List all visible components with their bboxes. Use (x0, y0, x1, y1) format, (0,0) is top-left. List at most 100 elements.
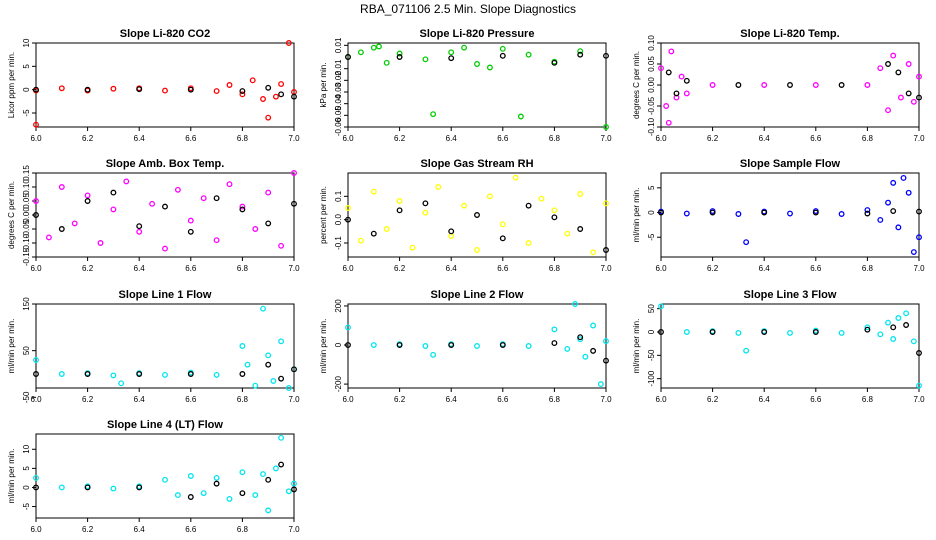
reference-point (136, 86, 143, 93)
data-point (187, 217, 194, 224)
y-tick-label: -0.15 (22, 247, 31, 266)
y-tick-label: -200 (334, 376, 343, 393)
data-point (110, 206, 117, 213)
reference-point (84, 198, 91, 204)
data-point (213, 88, 220, 95)
x-tick-label: 6.2 (707, 134, 719, 143)
panel-line1: Slope Line 1 Flow 6.0 6.2 6.4 6.6 6.8 7.0 150 50… (7, 289, 300, 404)
data-point (260, 305, 266, 312)
reference-point (448, 342, 455, 348)
reference-point (396, 54, 403, 60)
data-point (877, 331, 884, 338)
data-point (226, 181, 233, 188)
data-point (905, 189, 912, 196)
data-point (136, 228, 143, 235)
x-tick-label: 6.0 (655, 395, 667, 404)
y-axis-label: ml/min per min. (7, 449, 16, 504)
panel-rh: Slope Gas Stream RH 6.0 6.2 6.4 6.6 6.8 7.0 0.1… (319, 158, 612, 273)
y-tick-label: -50 (647, 349, 656, 361)
data-point (265, 114, 272, 121)
x-tick-label: 6.8 (862, 395, 874, 404)
reference-point (895, 69, 902, 76)
data-point (383, 226, 390, 232)
data-point (761, 82, 768, 88)
data-point (84, 192, 91, 199)
x-tick-label: 6.6 (810, 134, 822, 143)
data-point (743, 347, 750, 354)
y-axis-label: degrees C per min. (632, 51, 641, 119)
panel-title: Slope Li-820 Pressure (420, 28, 535, 40)
x-tick-label: 6.6 (185, 525, 197, 534)
x-tick-label: 6.6 (810, 395, 822, 404)
reference-point (665, 69, 672, 76)
y-tick-label: 10 (22, 38, 31, 47)
reference-point (110, 189, 117, 196)
data-point (357, 237, 364, 244)
x-tick-label: 7.0 (600, 134, 612, 143)
data-point (272, 93, 279, 100)
data-point (658, 303, 664, 310)
data-point (45, 234, 52, 241)
reference-point (658, 209, 664, 216)
reference-point (265, 476, 272, 483)
panel-title: Slope Line 3 Flow (744, 289, 837, 301)
x-tick-label: 6.2 (707, 264, 719, 273)
reference-point (590, 347, 597, 354)
reference-point (33, 212, 39, 218)
reference-point (345, 54, 351, 60)
data-point (239, 91, 246, 98)
x-tick-label: 6.8 (862, 264, 874, 273)
data-point (291, 170, 297, 176)
reference-point (735, 82, 742, 88)
y-tick-label: 0.00 (647, 77, 656, 93)
panel-title: Slope Li-820 CO2 (120, 28, 210, 40)
y-tick-label: 0 (334, 342, 343, 347)
data-point (58, 184, 65, 190)
page-title: RBA_071106 2.5 Min. Slope Diagnostics (360, 2, 576, 16)
reference-point (136, 484, 143, 491)
y-tick-label: -0.02 (334, 71, 343, 90)
data-point (890, 179, 897, 186)
reference-point (278, 375, 285, 382)
x-tick-label: 6.2 (82, 264, 94, 273)
reference-point (84, 86, 91, 93)
y-tick-label: 10 (22, 444, 31, 453)
y-tick-label: 0.05 (22, 193, 31, 209)
y-tick-label: -5 (22, 502, 31, 510)
data-point (525, 51, 532, 58)
data-point (110, 85, 117, 92)
data-point (461, 44, 468, 51)
data-point (916, 382, 922, 389)
data-point (499, 221, 506, 228)
y-tick-label: 0.00 (22, 207, 31, 223)
data-point (885, 199, 891, 206)
y-tick-label: 0.01 (334, 37, 343, 53)
reference-point (916, 94, 922, 101)
x-tick-label: 7.0 (288, 264, 300, 273)
reference-point (84, 484, 91, 491)
reference-point (187, 494, 194, 500)
x-tick-label: 7.0 (600, 264, 612, 273)
y-tick-label: -0.10 (647, 117, 656, 136)
data-point (435, 184, 442, 190)
data-point (474, 343, 480, 349)
y-tick-label: -100 (647, 370, 656, 387)
reference-point (345, 216, 351, 223)
y-tick-label: -0.10 (22, 233, 31, 252)
data-point (683, 90, 690, 97)
reference-point (239, 371, 246, 377)
data-point (422, 209, 429, 216)
x-tick-label: 6.2 (394, 395, 406, 404)
data-point (396, 50, 403, 57)
data-point (239, 343, 246, 349)
y-axis-label: degrees C per min. (7, 181, 16, 249)
reference-point (890, 208, 897, 214)
plot-frame (660, 303, 920, 389)
y-axis-label: ml/min per min. (7, 319, 16, 374)
data-point (265, 189, 272, 196)
x-tick-label: 6.0 (30, 395, 42, 404)
data-point (499, 45, 506, 52)
data-point (71, 220, 78, 227)
reference-point (278, 91, 285, 98)
data-point (162, 476, 168, 483)
